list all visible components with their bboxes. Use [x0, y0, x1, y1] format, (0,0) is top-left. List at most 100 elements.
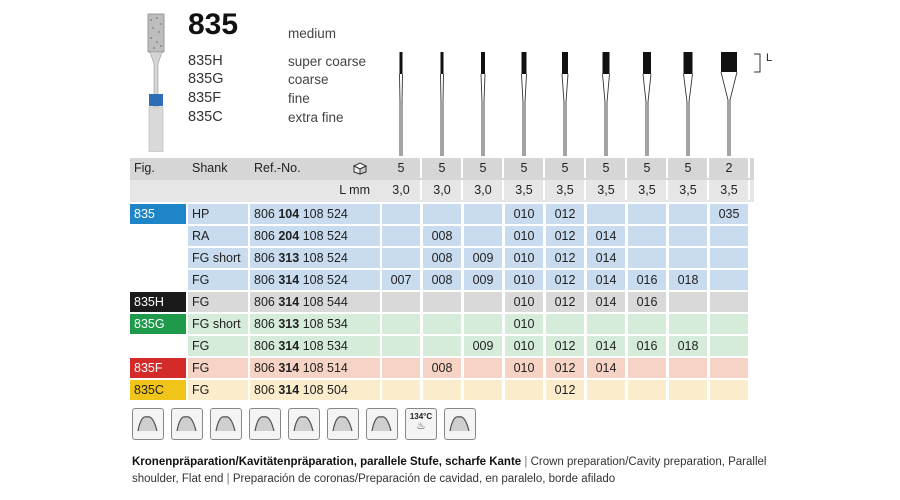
length-bracket-icon	[754, 53, 761, 73]
length-cell: 3,5	[669, 180, 709, 200]
ref-prefix: 806	[254, 339, 275, 353]
size-cell	[628, 204, 668, 224]
size-cell: 010	[505, 270, 545, 290]
ref-suffix: 108 514	[302, 361, 348, 375]
size-cell: 008	[423, 248, 463, 268]
ref-shank-code: 313	[278, 317, 300, 331]
pack-qty-cell: 5	[423, 158, 463, 178]
size-cell	[382, 248, 422, 268]
variant-grade: super coarse	[288, 54, 367, 69]
size-cell: 018	[669, 270, 709, 290]
size-cell: 008	[423, 270, 463, 290]
size-cell	[423, 380, 463, 400]
size-cell: 014	[587, 226, 627, 246]
table-row: FG 806 314 108 534 009 010 012 014 016 018	[130, 336, 754, 358]
length-label: L	[766, 52, 773, 64]
table-row: 835H FG 806 314 108 544 010 012 014 016	[130, 292, 754, 314]
ref-cell: 806 314 108 514	[250, 358, 380, 378]
bur-silhouette	[521, 52, 527, 156]
size-cell	[710, 292, 750, 312]
size-cell: 008	[423, 358, 463, 378]
length-cell: 3,5	[546, 180, 586, 200]
table-row: FG short 806 313 108 524 008 009 010 012 014	[130, 248, 754, 270]
table-row: 835G FG short 806 313 108 534 010	[130, 314, 754, 336]
ref-shank-code: 104	[278, 207, 300, 221]
ref-cell: 806 313 108 534	[250, 314, 380, 334]
ref-shank-code: 314	[278, 339, 300, 353]
shank-cell: FG	[188, 358, 248, 378]
ref-shank-code: 314	[278, 295, 300, 309]
pack-qty-cell: 5	[669, 158, 709, 178]
bur-silhouette	[602, 52, 610, 156]
fig-cell: 835H	[130, 292, 186, 312]
ref-suffix: 108 534	[302, 339, 348, 353]
molar-icon	[171, 408, 203, 440]
size-cell: 016	[628, 270, 668, 290]
size-cell: 007	[382, 270, 422, 290]
ref-cell: 806 314 108 504	[250, 380, 380, 400]
ref-prefix: 806	[254, 273, 275, 287]
ref-suffix: 108 524	[302, 207, 348, 221]
size-cell	[710, 336, 750, 356]
size-cell: 008	[423, 226, 463, 246]
size-cell	[382, 358, 422, 378]
size-cell	[464, 226, 504, 246]
size-cell	[423, 314, 463, 334]
size-cell: 012	[546, 270, 586, 290]
size-cell: 012	[546, 292, 586, 312]
size-cell	[464, 204, 504, 224]
pack-qty-cell: 5	[382, 158, 422, 178]
table-row: 835F FG 806 314 108 514 008 010 012 014	[130, 358, 754, 380]
bur-silhouette	[480, 52, 486, 156]
size-cell	[710, 314, 750, 334]
ref-prefix: 806	[254, 229, 275, 243]
fig-cell: 835F	[130, 358, 186, 378]
table-row: 835 HP 806 104 108 524 010 012 035	[130, 204, 754, 226]
shank-cell: HP	[188, 204, 248, 224]
ref-suffix: 108 534	[302, 317, 348, 331]
ref-prefix: 806	[254, 251, 275, 265]
table-length-row: L mm 3,0 3,0 3,0 3,5 3,5 3,5 3,5 3,5 3,5	[130, 180, 754, 202]
sterilize-icon: 134°C ♨	[405, 408, 437, 440]
description-en: Crown preparation/Cavity preparation, Pa…	[132, 456, 767, 485]
size-cell: 014	[587, 270, 627, 290]
length-cell: 3,5	[505, 180, 545, 200]
size-cell: 016	[628, 336, 668, 356]
fig-cell	[130, 336, 186, 356]
ref-cell: 806 314 108 534	[250, 336, 380, 356]
pack-qty-cell: 5	[546, 158, 586, 178]
description: Kronenpräparation/Kavitätenpräparation, …	[132, 454, 772, 488]
size-cell	[669, 292, 709, 312]
length-cell: 3,0	[423, 180, 463, 200]
sterilize-label: 134°C	[409, 412, 433, 421]
ref-suffix: 108 524	[302, 229, 348, 243]
size-cell	[382, 292, 422, 312]
size-cell	[587, 204, 627, 224]
size-cell	[628, 358, 668, 378]
size-cell: 012	[546, 204, 586, 224]
table-row: FG 806 314 108 524 007 008 009 010 012 014 016 01…	[130, 270, 754, 292]
bur-illustration	[147, 13, 165, 152]
fig-cell	[130, 248, 186, 268]
size-cell	[464, 358, 504, 378]
bur-silhouette	[720, 52, 738, 156]
size-cell	[710, 358, 750, 378]
variant-grade: coarse	[288, 72, 329, 87]
default-grade: medium	[288, 26, 337, 41]
ref-cell: 806 313 108 524	[250, 248, 380, 268]
size-cell: 009	[464, 336, 504, 356]
size-cell	[464, 380, 504, 400]
shank-cell: FG	[188, 380, 248, 400]
bur-silhouette	[642, 52, 652, 156]
shank-cell: FG	[188, 336, 248, 356]
size-cell	[587, 380, 627, 400]
size-cell: 012	[546, 336, 586, 356]
handpiece-icon	[288, 408, 320, 440]
col-header-ref: Ref.-No.	[254, 161, 301, 175]
col-header-shank: Shank	[192, 161, 228, 175]
size-cell: 012	[546, 380, 586, 400]
size-cell	[669, 380, 709, 400]
size-cell: 010	[505, 358, 545, 378]
pack-qty-cell: 5	[628, 158, 668, 178]
